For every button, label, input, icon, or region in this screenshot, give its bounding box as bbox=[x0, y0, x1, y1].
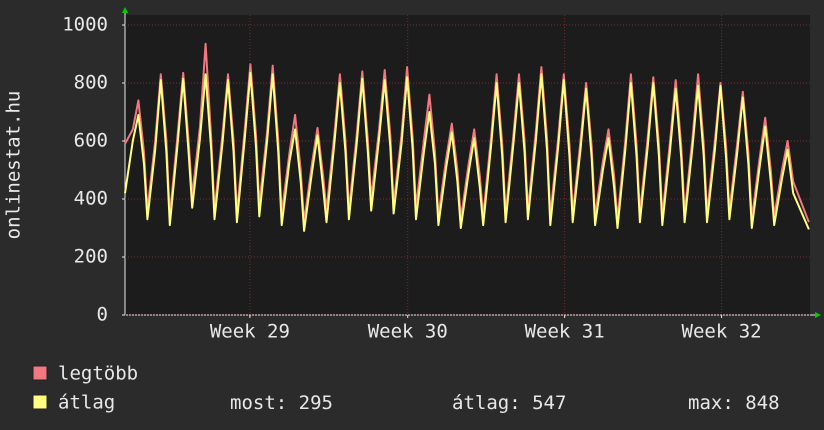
stat-value: 848 bbox=[745, 392, 779, 414]
y-axis-label: onlinestat.hu bbox=[3, 91, 25, 240]
legend-swatch bbox=[32, 394, 48, 410]
y-tick-label: 600 bbox=[74, 130, 108, 152]
x-tick-label: Week 32 bbox=[682, 321, 762, 343]
y-axis-arrow bbox=[122, 7, 128, 13]
stat-value: 295 bbox=[299, 392, 333, 414]
x-tick-label: Week 31 bbox=[525, 321, 605, 343]
legend-label: átlag bbox=[58, 392, 115, 414]
y-tick-label: 200 bbox=[74, 246, 108, 268]
y-tick-label: 400 bbox=[74, 188, 108, 210]
x-tick-label: Week 30 bbox=[368, 321, 448, 343]
stat-label: most: bbox=[230, 392, 287, 414]
legend-swatch bbox=[32, 365, 48, 381]
y-tick-label: 800 bbox=[74, 72, 108, 94]
x-tick-label: Week 29 bbox=[210, 321, 290, 343]
y-tick-label: 0 bbox=[97, 304, 108, 326]
stat-label: max: bbox=[688, 392, 734, 414]
stat: most: 295 bbox=[230, 392, 333, 414]
stat-value: 547 bbox=[532, 392, 566, 414]
legend-label: legtöbb bbox=[58, 363, 138, 385]
x-axis-arrow bbox=[815, 312, 821, 318]
y-tick-label: 1000 bbox=[62, 14, 108, 36]
stat: átlag: 547 bbox=[452, 392, 566, 414]
stat-label: átlag: bbox=[452, 392, 521, 414]
stat: max: 848 bbox=[688, 392, 780, 414]
series-line bbox=[124, 71, 810, 232]
